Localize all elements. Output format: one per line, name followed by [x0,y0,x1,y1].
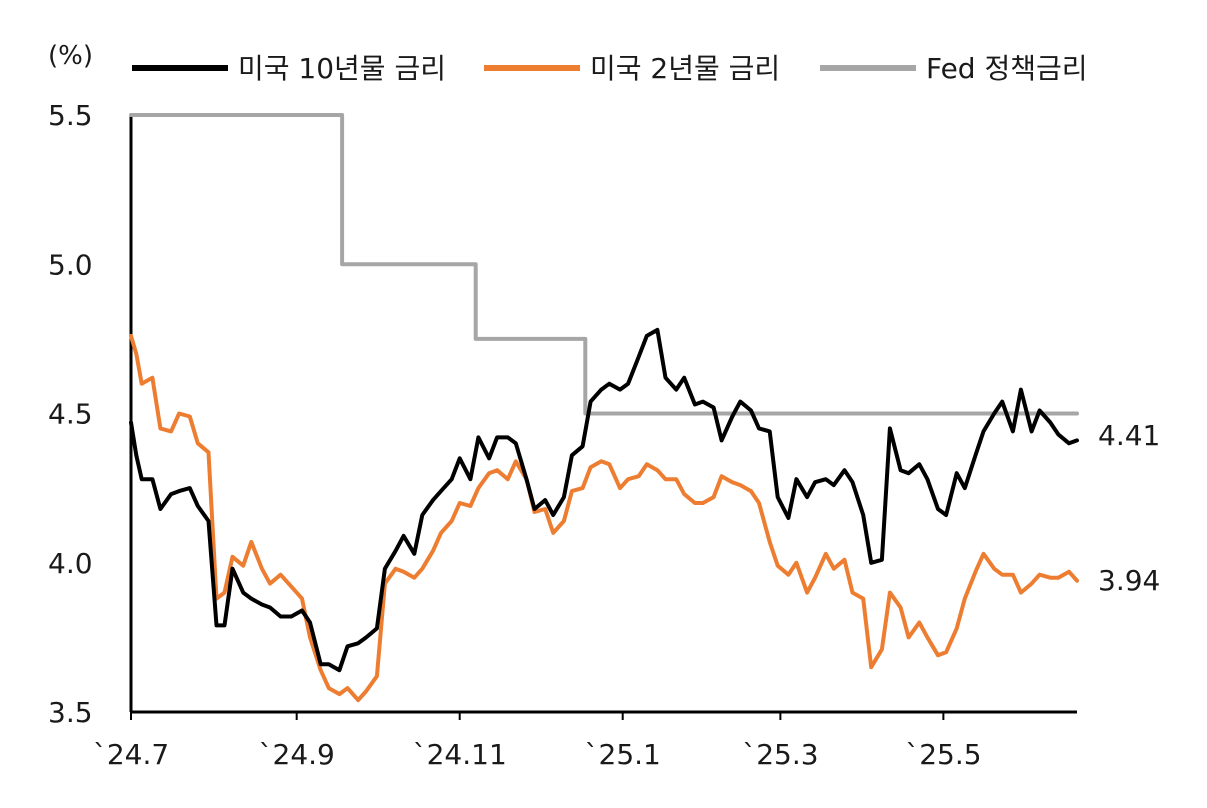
legend-label-0: 미국 10년물 금리 [238,52,446,85]
x-tick-label: `24.7 [93,738,169,771]
end-label-0: 4.41 [1098,419,1160,452]
x-tick-label: `24.9 [259,738,335,771]
chart-axes [129,115,1077,714]
y-tick-labels: 5.5 5.0 4.5 4.0 3.5 [48,99,93,729]
x-tick-label: `24.11 [413,738,507,771]
series-line-2 [129,113,1079,416]
end-label-1: 3.94 [1098,564,1160,597]
y-tick-label: 5.5 [48,99,93,132]
y-tick-label: 4.0 [48,547,93,580]
legend-label-1: 미국 2년물 금리 [590,52,780,85]
x-tick-labels: `24.7 `24.9 `24.11 `25.1 `25.3 `25.5 [93,712,982,771]
y-tick-label: 4.5 [48,398,93,431]
series-line-0 [129,327,1079,673]
series-line-1 [129,333,1079,703]
y-unit-label: (%) [48,41,93,71]
x-tick-label: `25.1 [585,738,661,771]
series-lines [129,113,1079,703]
y-tick-label: 3.5 [48,696,93,729]
legend-label-2: Fed 정책금리 [926,52,1088,85]
x-tick-label: `25.5 [905,738,981,771]
end-labels: 4.41 3.94 [1098,419,1160,597]
x-tick-label: `25.3 [742,738,818,771]
y-tick-label: 5.0 [48,248,93,281]
legend: 미국 10년물 금리 미국 2년물 금리 Fed 정책금리 [132,52,1088,85]
